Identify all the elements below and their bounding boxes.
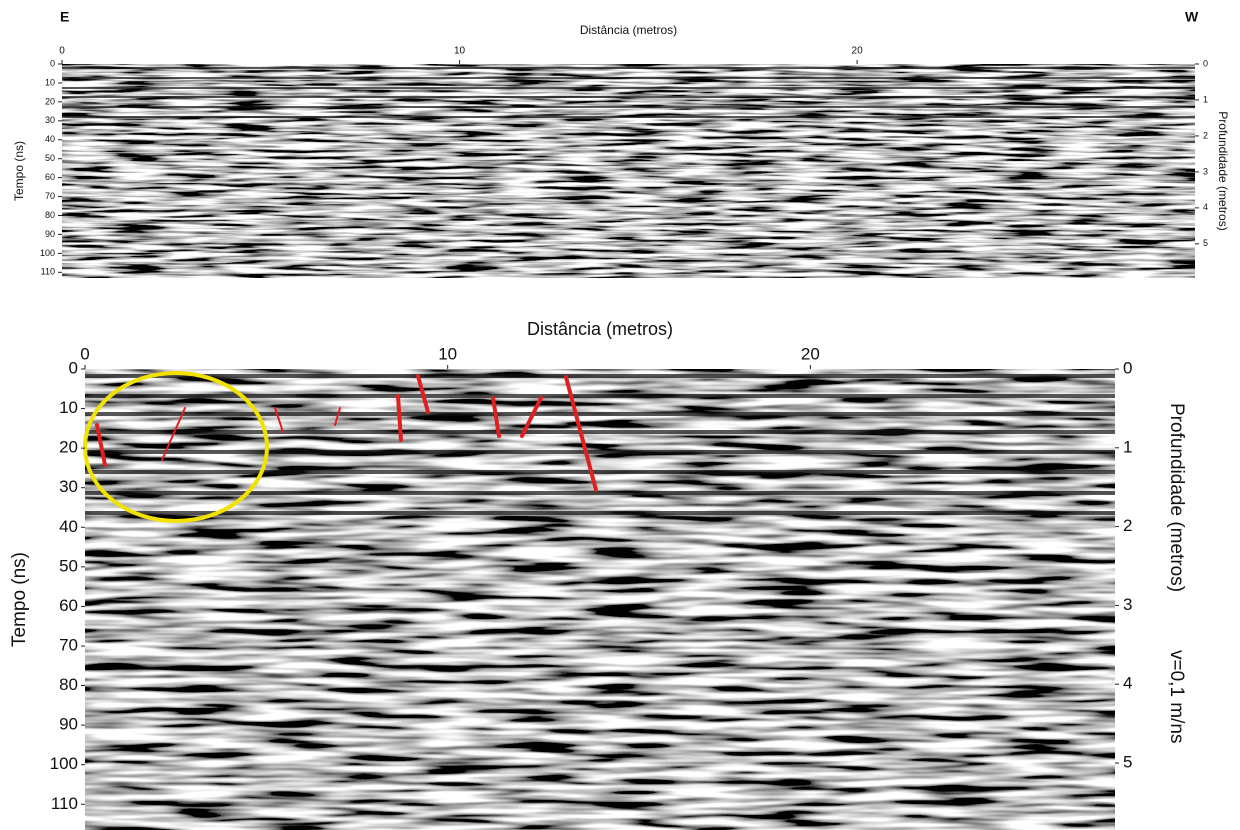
y2-tick-label: 5 — [1203, 238, 1208, 248]
y-tick-label: 60 — [59, 596, 78, 615]
x-tick-label: 20 — [801, 344, 820, 363]
direction-label: W — [1185, 9, 1199, 25]
y2-tick-label: 1 — [1123, 437, 1132, 456]
y-tick-label: 110 — [41, 267, 55, 277]
x-tick-label: 0 — [80, 344, 89, 363]
y-tick-label: 90 — [59, 715, 78, 734]
x-tick-label: 0 — [59, 46, 65, 57]
direction-label: E — [60, 9, 69, 25]
x-axis-title: Distância (metros) — [580, 23, 677, 37]
y2-tick-label: 5 — [1123, 753, 1132, 772]
y-tick-label: 10 — [59, 398, 78, 417]
y2-tick-label: 3 — [1123, 595, 1132, 614]
y2-tick-label: 3 — [1203, 166, 1208, 176]
y-tick-label: 50 — [45, 153, 55, 163]
y-tick-label: 110 — [51, 794, 78, 813]
surface-bands — [62, 67, 1195, 118]
y-tick-label: 20 — [59, 438, 78, 457]
y-tick-label: 100 — [50, 754, 78, 773]
y2-axis-title: Profundidade (metros) — [1166, 403, 1187, 592]
highlight-ellipse — [83, 371, 269, 523]
y2-tick-label: 4 — [1123, 674, 1132, 693]
y2-tick-label: 2 — [1203, 130, 1208, 140]
y-axis-title: Tempo (ns) — [9, 552, 30, 647]
y-tick-label: 30 — [59, 477, 78, 496]
y-axis-title: Tempo (ns) — [12, 141, 26, 201]
y2-tick-label: 0 — [1203, 58, 1208, 68]
radargram-image — [62, 64, 1195, 278]
y2-tick-label: 2 — [1123, 516, 1132, 535]
y-tick-label: 40 — [45, 134, 55, 144]
y-tick-label: 20 — [45, 96, 55, 106]
y-tick-label: 100 — [40, 248, 55, 258]
velocity-note: v=0,1 m/ns — [1166, 650, 1187, 743]
y2-axis-title: Profundidade (metros) — [1216, 111, 1230, 230]
y-tick-label: 80 — [59, 675, 78, 694]
y-tick-label: 40 — [59, 517, 78, 536]
y-tick-label: 70 — [45, 191, 55, 201]
y2-tick-label: 0 — [1123, 358, 1132, 377]
y2-tick-label: 1 — [1203, 94, 1208, 104]
y-tick-label: 10 — [45, 77, 55, 87]
y-tick-label: 90 — [45, 229, 55, 239]
x-tick-label: 10 — [438, 344, 457, 363]
x-tick-label: 10 — [454, 46, 466, 57]
x-axis-title: Distância (metros) — [527, 319, 673, 339]
y-tick-label: 30 — [45, 115, 55, 125]
radargram-image — [85, 369, 1115, 830]
y-tick-label: 60 — [45, 172, 55, 182]
y-tick-label: 80 — [45, 210, 55, 220]
x-tick-label: 20 — [852, 46, 864, 57]
y-tick-label: 70 — [59, 635, 78, 654]
y-tick-label: 50 — [59, 556, 78, 575]
fault-markers — [95, 374, 598, 492]
y2-tick-label: 4 — [1203, 202, 1208, 212]
y-tick-label: 0 — [69, 358, 78, 377]
y-tick-label: 0 — [50, 58, 55, 68]
